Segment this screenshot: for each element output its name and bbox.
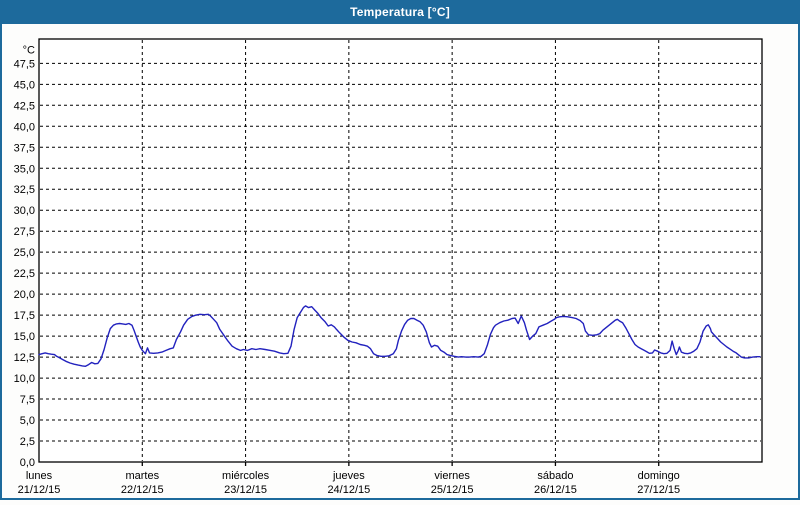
x-axis-day-label: jueves xyxy=(332,470,365,482)
x-axis-date-label: 24/12/15 xyxy=(327,484,370,496)
y-axis-tick-label: 30,0 xyxy=(14,205,35,217)
y-axis-tick-label: 40,0 xyxy=(14,121,35,133)
y-axis-tick-label: 35,0 xyxy=(14,163,35,175)
y-axis-unit-label: °C xyxy=(23,44,35,56)
y-axis-tick-label: 7,5 xyxy=(20,394,35,406)
x-axis-day-label: viernes xyxy=(434,470,470,482)
y-axis-tick-label: 32,5 xyxy=(14,184,35,196)
y-axis-tick-label: 47,5 xyxy=(14,58,35,70)
temperature-chart: 0,0 2,5 5,0 7,5 10,0 12,5 15,0 17,5 20,0 22,5 25,0… xyxy=(0,24,800,500)
y-axis-tick-label: 2,5 xyxy=(20,436,35,448)
x-axis-day-label: domingo xyxy=(638,470,680,482)
y-axis-tick-label: 25,0 xyxy=(14,247,35,259)
y-axis-tick-label: 0,0 xyxy=(20,457,35,469)
plot-area xyxy=(38,38,763,463)
y-axis-tick-label: 37,5 xyxy=(14,142,35,154)
y-axis-tick-label: 22,5 xyxy=(14,268,35,280)
x-axis-day-label: miércoles xyxy=(222,470,270,482)
temperature-line xyxy=(38,305,761,367)
title-bar: Temperatura [°C] xyxy=(0,0,800,24)
y-axis-tick-label: 15,0 xyxy=(14,331,35,343)
y-axis-tick-label: 20,0 xyxy=(14,289,35,301)
window-title: Temperatura [°C] xyxy=(350,5,450,19)
chart-canvas: 0,0 2,5 5,0 7,5 10,0 12,5 15,0 17,5 20,0 22,5 25,0… xyxy=(14,38,763,496)
x-axis-date-label: 26/12/15 xyxy=(534,484,577,496)
y-axis-tick-label: 17,5 xyxy=(14,310,35,322)
x-axis-date-label: 22/12/15 xyxy=(121,484,164,496)
x-axis-day-label: sábado xyxy=(537,470,573,482)
x-axis-date-label: 21/12/15 xyxy=(18,484,61,496)
x-axis-date-label: 23/12/15 xyxy=(224,484,267,496)
y-axis-tick-label: 10,0 xyxy=(14,373,35,385)
y-axis-tick-label: 42,5 xyxy=(14,100,35,112)
x-axis-date-label: 27/12/15 xyxy=(637,484,680,496)
x-axis-day-label: lunes xyxy=(26,470,53,482)
y-axis-tick-label: 45,0 xyxy=(14,79,35,91)
y-axis-tick-label: 27,5 xyxy=(14,226,35,238)
y-axis-tick-label: 5,0 xyxy=(20,415,35,427)
x-axis-day-label: martes xyxy=(125,470,159,482)
x-axis-date-label: 25/12/15 xyxy=(431,484,474,496)
y-axis-tick-label: 12,5 xyxy=(14,352,35,364)
